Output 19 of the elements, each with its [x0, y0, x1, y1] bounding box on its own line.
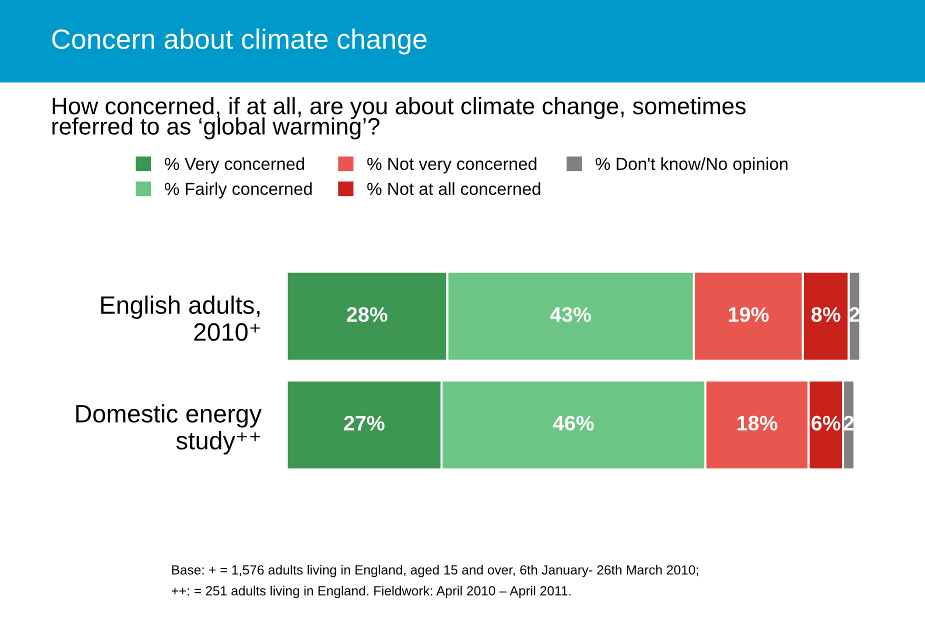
data-label: 19% — [728, 307, 769, 322]
legend-label: % Very concerned — [164, 157, 304, 174]
y-tick-label: Domestic energy study⁺⁺ — [76, 404, 262, 454]
legend-label: % Not very concerned — [367, 157, 536, 174]
data-label: 27% — [344, 416, 384, 430]
text: Base: + = 1,576 adults living in England, aged 15 and over, 6th January- 26th March 2010; ++: = 251 adults living in England. Fieldwork: April 2010 – April 2011. — [172, 564, 698, 598]
data-label: 6% — [812, 416, 840, 431]
data-label: 28% — [346, 307, 388, 322]
chart-title: Concern about climate change — [52, 28, 426, 54]
data-label: 2 — [844, 416, 854, 430]
legend-label: % Fairly concerned — [164, 182, 312, 198]
data-label: 18% — [737, 416, 778, 431]
chart-subtitle: How concerned, if at all, are you about climate change, sometimes referred to as ‘global warming’? — [52, 97, 746, 140]
data-label: 46% — [552, 416, 594, 431]
legend-label: % Not at all concerned — [367, 182, 540, 196]
y-tick-label: English adults, 2010⁺ — [101, 296, 260, 341]
legend-label: % Don't know/No opinion — [596, 157, 788, 174]
data-label: 43% — [550, 307, 591, 322]
data-label: 8% — [811, 307, 840, 322]
